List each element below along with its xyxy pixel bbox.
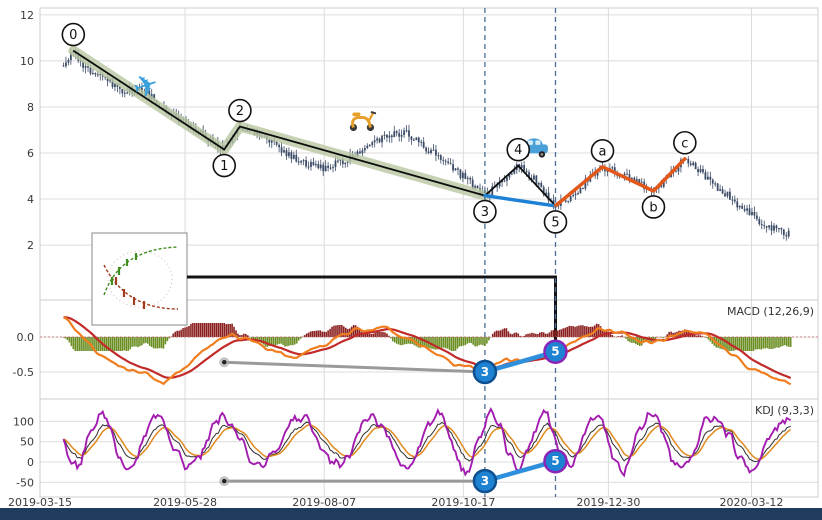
- x-tick-label: 2020-03-12: [720, 496, 784, 508]
- wave-marker-4[interactable]: 4: [506, 137, 531, 162]
- svg-text:8: 8: [27, 101, 34, 114]
- svg-text:2: 2: [27, 239, 34, 252]
- svg-text:4: 4: [27, 193, 34, 206]
- elliott-wave-overlay: [68, 45, 687, 208]
- kdj-marker-3[interactable]: 3: [472, 468, 498, 494]
- pattern-inset-thumbnail[interactable]: [91, 232, 188, 326]
- k-line: [63, 421, 791, 463]
- stock-chart: ✈3535012345abc121086420.0-0.5100500-5020…: [8, 7, 819, 508]
- svg-text:3: 3: [481, 474, 489, 488]
- kdj-marker-5[interactable]: 5: [543, 448, 568, 474]
- svg-text:4: 4: [514, 143, 522, 158]
- svg-text:5: 5: [551, 345, 559, 359]
- macd-line: [62, 316, 792, 386]
- wave-marker-2[interactable]: 2: [228, 98, 252, 123]
- app-footer-bar: [0, 508, 822, 520]
- wave-marker-a[interactable]: a: [590, 139, 615, 163]
- svg-text:5: 5: [551, 215, 559, 230]
- wave-markers: 0 1 2 3 4 5 a b c: [61, 22, 697, 234]
- svg-text:0: 0: [27, 456, 34, 469]
- d-line: [63, 424, 792, 461]
- macd-panel: 35: [40, 316, 818, 386]
- kdj-indicator-label: KDJ (9,3,3): [755, 404, 814, 417]
- x-tick-label: 2019-12-30: [576, 496, 640, 508]
- wave-marker-0[interactable]: 0: [61, 22, 86, 47]
- svg-text:10: 10: [20, 55, 34, 68]
- x-tick-label: 2019-05-28: [153, 496, 217, 508]
- wave-marker-5[interactable]: 5: [543, 210, 568, 234]
- macd-marker-3[interactable]: 3: [472, 359, 498, 385]
- svg-text:b: b: [649, 200, 657, 215]
- svg-text:2: 2: [236, 104, 244, 119]
- svg-text:3: 3: [481, 205, 489, 220]
- macd-marker-5[interactable]: 5: [543, 339, 568, 364]
- wave-marker-c[interactable]: c: [673, 130, 697, 155]
- svg-text:6: 6: [27, 147, 34, 160]
- svg-text:3: 3: [481, 365, 489, 379]
- x-tick-label: 2019-08-07: [292, 496, 356, 508]
- svg-text:0.0: 0.0: [17, 331, 35, 344]
- macd-anchor-line: [224, 360, 485, 374]
- svg-text:-0.5: -0.5: [13, 366, 34, 379]
- macd-indicator-label: MACD (12,26,9): [726, 305, 814, 318]
- airplane-icon[interactable]: ✈: [129, 66, 164, 107]
- svg-text:0: 0: [69, 28, 77, 43]
- svg-text:100: 100: [13, 415, 34, 428]
- wave-marker-b[interactable]: b: [641, 195, 666, 219]
- svg-text:a: a: [599, 144, 607, 159]
- svg-text:12: 12: [20, 9, 34, 22]
- j-line: [62, 407, 792, 478]
- svg-text:1: 1: [220, 159, 228, 174]
- svg-text:-50: -50: [16, 476, 34, 489]
- x-tick-label: 2019-03-15: [8, 496, 72, 508]
- kdj-panel: 35: [62, 407, 792, 494]
- wave-marker-1[interactable]: 1: [212, 153, 237, 178]
- support-line: [483, 193, 558, 208]
- wave-marker-3[interactable]: 3: [473, 199, 497, 224]
- x-tick-label: 2019-10-17: [431, 496, 495, 508]
- macd-signal-line: [63, 316, 792, 380]
- scooter-icon[interactable]: [349, 111, 377, 132]
- svg-text:✈: ✈: [129, 66, 164, 107]
- inset-connector-line: [187, 275, 557, 341]
- svg-text:5: 5: [551, 454, 559, 468]
- impulse-line: [72, 49, 557, 207]
- svg-text:c: c: [681, 136, 688, 151]
- correction-line: [553, 157, 687, 208]
- svg-text:50: 50: [20, 436, 34, 449]
